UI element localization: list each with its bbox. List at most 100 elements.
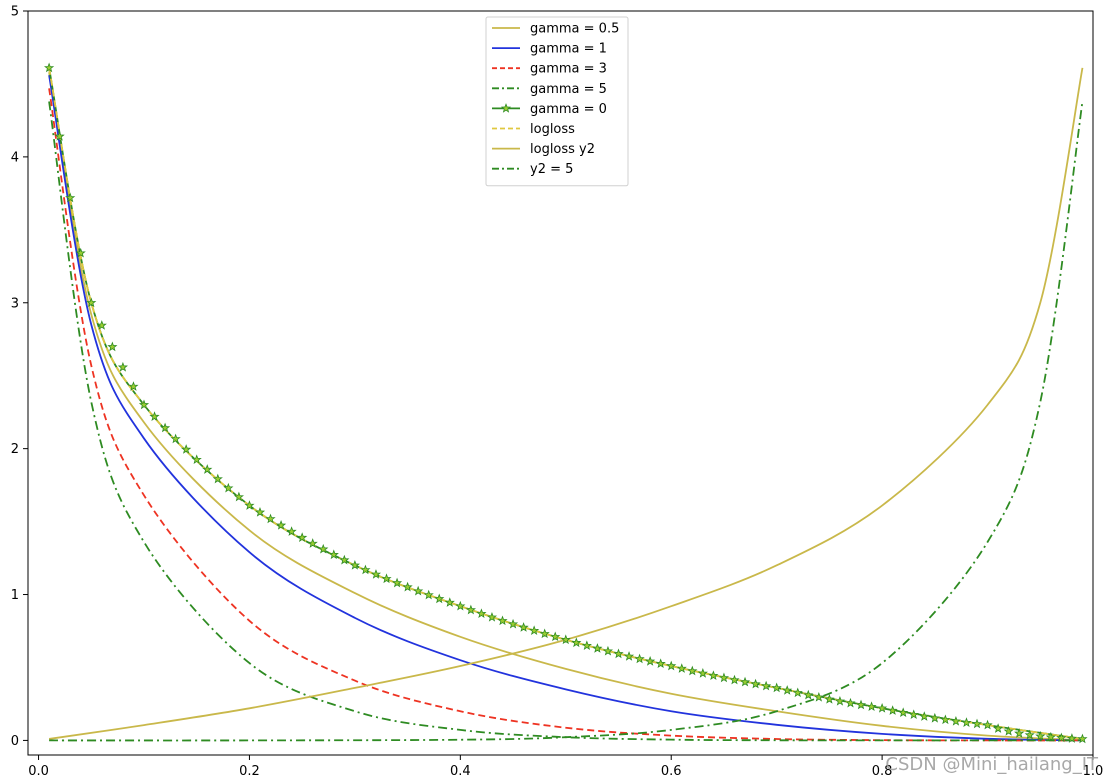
star-marker [834, 695, 846, 706]
star-marker [455, 600, 466, 611]
star-marker [391, 577, 403, 588]
legend-label-y2-5: y2 = 5 [530, 162, 573, 177]
star-marker [349, 560, 360, 570]
star-marker [529, 625, 540, 636]
legend-label-logloss: logloss [530, 122, 575, 137]
star-marker [993, 723, 1004, 733]
star-marker [191, 454, 202, 465]
x-tick-label: 0.4 [450, 764, 471, 779]
star-marker [550, 631, 561, 642]
star-marker [539, 628, 550, 639]
legend-label-gamma-1: gamma = 1 [530, 42, 607, 57]
series-line-gamma-1 [48, 75, 1083, 742]
star-marker [159, 422, 171, 433]
star-marker [1014, 728, 1025, 738]
x-tick-label: 1.0 [1083, 764, 1104, 779]
series-line-logloss-y2 [48, 67, 1084, 740]
star-marker [275, 520, 287, 530]
y-tick-label: 0 [11, 734, 19, 749]
y-tick-label: 2 [11, 442, 19, 457]
legend-box [485, 16, 629, 187]
star-marker [697, 668, 708, 678]
watermark-text: CSDN @Mini_hailang_IT [885, 754, 1099, 775]
star-marker [803, 689, 814, 700]
star-marker [1077, 733, 1088, 744]
star-marker [1003, 725, 1014, 736]
star-marker [286, 526, 297, 536]
star-marker [666, 660, 677, 671]
star-marker [360, 564, 371, 575]
star-marker [729, 674, 740, 685]
star-marker [54, 131, 65, 141]
star-marker [919, 711, 930, 721]
star-marker [265, 513, 276, 524]
star-marker [138, 399, 150, 410]
star-marker [855, 699, 867, 710]
star-marker [75, 247, 86, 258]
gamma-0-markers [44, 62, 1088, 744]
star-marker [44, 62, 55, 73]
plot-frame [27, 10, 1094, 756]
star-marker [560, 634, 571, 645]
star-marker [476, 608, 487, 619]
star-marker [950, 715, 962, 726]
star-marker [929, 712, 940, 723]
star-marker [202, 464, 213, 474]
series-line-gamma-0-5 [48, 72, 1083, 742]
star-marker [813, 691, 824, 702]
star-marker [223, 482, 234, 493]
star-marker [328, 549, 339, 560]
star-marker [908, 709, 919, 720]
star-marker [877, 702, 888, 713]
y-tick-label: 5 [11, 5, 19, 20]
star-marker [602, 645, 614, 656]
star-marker [381, 573, 392, 584]
x-tick-label: 0.8 [872, 764, 893, 779]
star-marker [1024, 729, 1035, 740]
star-marker [181, 444, 192, 454]
star-marker [86, 297, 97, 308]
star-marker [634, 653, 645, 664]
star-marker [497, 615, 508, 626]
star-marker [170, 433, 181, 444]
star-marker [117, 361, 128, 372]
legend-label-logloss-y2: logloss y2 [530, 142, 595, 157]
star-marker [655, 658, 666, 669]
series-line-y2-5 [49, 101, 1084, 742]
star-marker [1045, 731, 1056, 742]
y-tick-label: 1 [11, 588, 19, 603]
star-marker [982, 719, 993, 730]
star-marker [444, 597, 455, 607]
star-marker [708, 670, 719, 681]
legend-star-marker [500, 103, 512, 113]
star-marker [96, 320, 107, 330]
star-marker [750, 678, 761, 689]
star-marker [507, 618, 519, 629]
star-marker [423, 589, 434, 600]
x-tick-label: 0.0 [28, 764, 49, 779]
x-axis-ticks: 0.0 0.2 0.4 0.6 0.8 1.0 [28, 755, 1103, 779]
legend-label-gamma-0-5: gamma = 0.5 [530, 22, 619, 37]
star-marker [254, 506, 266, 517]
star-marker [149, 411, 160, 421]
star-marker [824, 694, 835, 704]
star-marker [518, 622, 529, 632]
star-marker [592, 643, 603, 653]
star-marker [465, 604, 476, 615]
star-marker [107, 341, 118, 352]
star-marker [866, 701, 877, 712]
y-axis-ticks: 0 1 2 3 4 5 [11, 5, 28, 749]
star-marker [771, 682, 782, 693]
star-marker [128, 381, 139, 391]
star-marker [212, 473, 223, 484]
star-marker [244, 500, 255, 510]
star-marker [887, 705, 898, 715]
legend-label-gamma-0: gamma = 0 [530, 102, 607, 117]
star-marker [940, 714, 951, 725]
star-marker [339, 554, 350, 565]
star-marker [434, 593, 445, 604]
y-tick-label: 3 [11, 296, 19, 311]
series-line-gamma-3 [48, 88, 1083, 742]
star-marker [486, 611, 498, 622]
